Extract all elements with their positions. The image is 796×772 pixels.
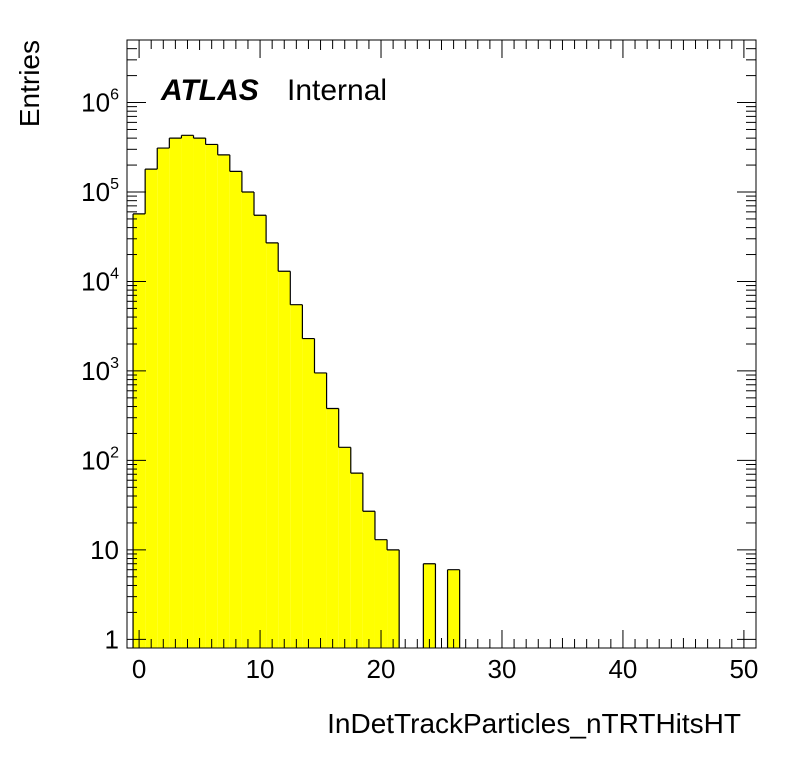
status-label: Internal: [287, 74, 387, 107]
histogram-bar: [266, 242, 279, 648]
histogram-bar: [145, 169, 158, 648]
histogram-bar: [326, 408, 339, 648]
x-tick-label: 20: [367, 654, 396, 684]
x-tick-label: 50: [729, 654, 758, 684]
y-tick-label: 105: [81, 176, 119, 207]
y-tick-label: 104: [81, 265, 119, 296]
histogram-bar: [157, 148, 170, 648]
histogram-bar: [133, 213, 146, 649]
histogram-bar: [290, 304, 303, 648]
histogram-bar: [447, 569, 460, 648]
histogram-bar: [241, 192, 255, 648]
histogram-bar: [229, 171, 242, 648]
histogram-step-line: [132, 134, 461, 648]
histogram-bar: [169, 138, 182, 649]
histogram-bar: [362, 511, 375, 648]
x-axis-title: InDetTrackParticles_nTRTHitsHT: [327, 708, 741, 739]
histogram-bars: [133, 135, 460, 649]
x-tick-label: 30: [488, 654, 517, 684]
y-tick-label: 103: [81, 355, 119, 386]
histogram-bar: [278, 271, 291, 648]
histogram-bar: [350, 473, 363, 648]
y-tick-label: 10: [90, 535, 119, 565]
histogram-bar: [254, 215, 267, 648]
histogram-bar: [193, 138, 206, 649]
histogram-bar: [302, 338, 315, 648]
histogram-outline: [132, 134, 461, 648]
histogram-bar: [205, 144, 218, 648]
x-tick-label: 0: [132, 654, 146, 684]
x-tick-label: 40: [608, 654, 637, 684]
histogram-bar: [181, 135, 194, 649]
y-tick-label: 102: [81, 444, 119, 475]
histogram-bar: [423, 563, 436, 648]
y-axis-title: Entries: [14, 40, 45, 127]
y-tick-label: 1: [105, 624, 119, 654]
atlas-label: ATLAS: [160, 74, 259, 107]
histogram-bar: [387, 549, 400, 648]
y-tick-labels: 1 10 102 103 104 105 106: [81, 87, 119, 655]
histogram-bar: [338, 447, 351, 648]
y-tick-label: 106: [81, 87, 119, 118]
histogram-bar: [217, 154, 230, 648]
histogram-bar: [314, 372, 327, 648]
x-tick-label: 10: [246, 654, 275, 684]
plot-frame: [126, 39, 757, 649]
x-tick-labels: 0 10 20 30 40 50: [132, 654, 759, 684]
axis-ticks: [127, 39, 756, 648]
histogram-bar: [374, 539, 388, 648]
